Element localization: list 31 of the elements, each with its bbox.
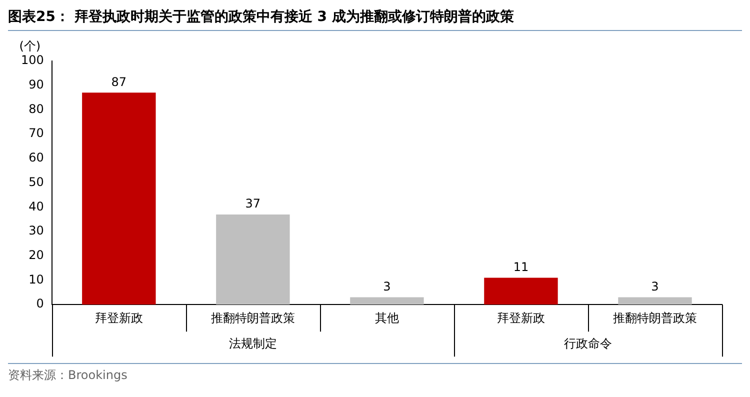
y-tick-label: 70 xyxy=(28,126,44,140)
y-tick-label: 50 xyxy=(28,174,44,189)
y-tick-label: 80 xyxy=(28,102,44,116)
y-tick-label: 100 xyxy=(21,53,44,68)
data-label: 11 xyxy=(513,260,529,274)
text: 行政命令 xyxy=(564,336,612,351)
y-tick-label: 10 xyxy=(28,272,44,286)
bar xyxy=(484,278,558,305)
bar xyxy=(82,92,156,305)
y-axis-title: (个) xyxy=(19,39,41,54)
bar xyxy=(350,297,424,305)
y-tick-label: 60 xyxy=(28,150,44,165)
bar xyxy=(618,297,692,305)
data-label: 87 xyxy=(111,74,127,89)
x-tick-label: 推翻特朗普政策 xyxy=(612,310,697,325)
x-tick-label: 推翻特朗普政策 xyxy=(210,310,295,325)
y-tick-label: 90 xyxy=(28,77,44,92)
chart-title: 图表25： 拜登执政时期关于监管的政策中有接近 3 成为推翻或修订特朗普的政策 xyxy=(8,8,742,31)
y-tick-label: 30 xyxy=(28,224,44,238)
text: 资料来源：Brookings xyxy=(8,368,128,382)
data-label: 3 xyxy=(383,279,391,294)
y-tick-label: 40 xyxy=(28,199,44,214)
text: 法规制定 xyxy=(228,336,277,351)
data-label: 3 xyxy=(651,279,659,294)
y-tick-label: 0 xyxy=(36,296,44,311)
bar xyxy=(216,214,290,305)
y-tick-label: 20 xyxy=(28,248,44,262)
data-label: 37 xyxy=(245,196,261,211)
x-tick-label: 其他 xyxy=(374,310,399,325)
x-tick-label: 拜登新政 xyxy=(94,310,143,325)
x-tick-label: 拜登新政 xyxy=(496,310,545,325)
